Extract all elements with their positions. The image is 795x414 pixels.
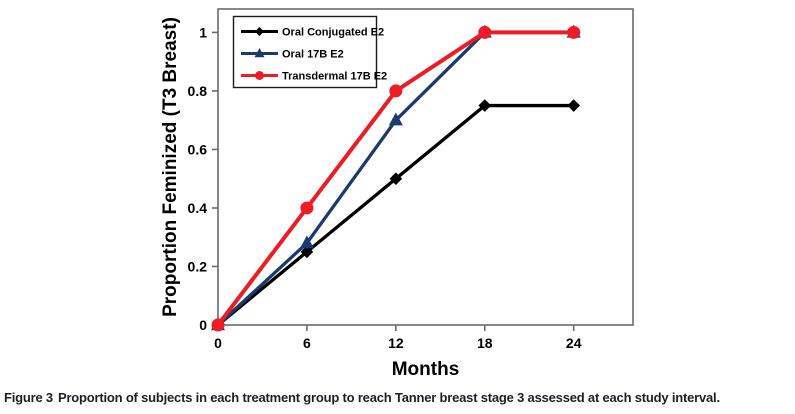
legend-marker [255, 71, 264, 80]
series-marker [567, 99, 581, 112]
y-tick-label: 0.8 [188, 83, 208, 99]
x-tick-label: 24 [566, 335, 582, 351]
series-marker [389, 172, 403, 186]
plot-border [217, 8, 634, 326]
series-line [216, 103, 574, 327]
chart: 0 0.2 0.4 0.6 0.8 1 0 6 12 18 24 Proportion Feminiz… [160, 8, 634, 380]
figure-caption-text: Proportion of subjects in each treatment… [57, 390, 720, 405]
series-marker [567, 25, 581, 39]
x-tick-label: 18 [477, 335, 493, 351]
legend-label: Oral 17B E2 [282, 49, 344, 61]
series-marker [389, 84, 403, 98]
y-axis-title: Proportion Feminized (T3 Breast) [160, 17, 181, 317]
series-marker [300, 245, 314, 259]
series-marker [300, 201, 314, 215]
legend-marker [255, 27, 264, 36]
legend-label: Transdermal 17B E2 [282, 71, 387, 83]
legend-marker [254, 48, 265, 58]
x-tick-label: 0 [214, 335, 222, 351]
x-tick-label: 6 [303, 335, 311, 351]
y-tick-label: 0.2 [188, 258, 208, 274]
figure-caption: Figure 3 Proportion of subjects in each t… [4, 390, 792, 405]
series-marker [211, 318, 225, 332]
x-tick-label: 12 [388, 335, 404, 351]
series-marker [478, 99, 492, 112]
y-tick-label: 0.6 [188, 141, 208, 157]
legend-label: Oral Conjugated E2 [282, 27, 384, 39]
series-marker [388, 112, 403, 126]
x-axis-title: Months [392, 359, 460, 380]
figure-caption-label: Figure 3 [4, 390, 53, 405]
series-marker [299, 235, 314, 249]
y-tick-label: 0 [199, 317, 207, 333]
series-marker [478, 25, 492, 39]
y-tick-label: 1 [199, 24, 207, 40]
y-tick-label: 0.4 [188, 200, 208, 216]
